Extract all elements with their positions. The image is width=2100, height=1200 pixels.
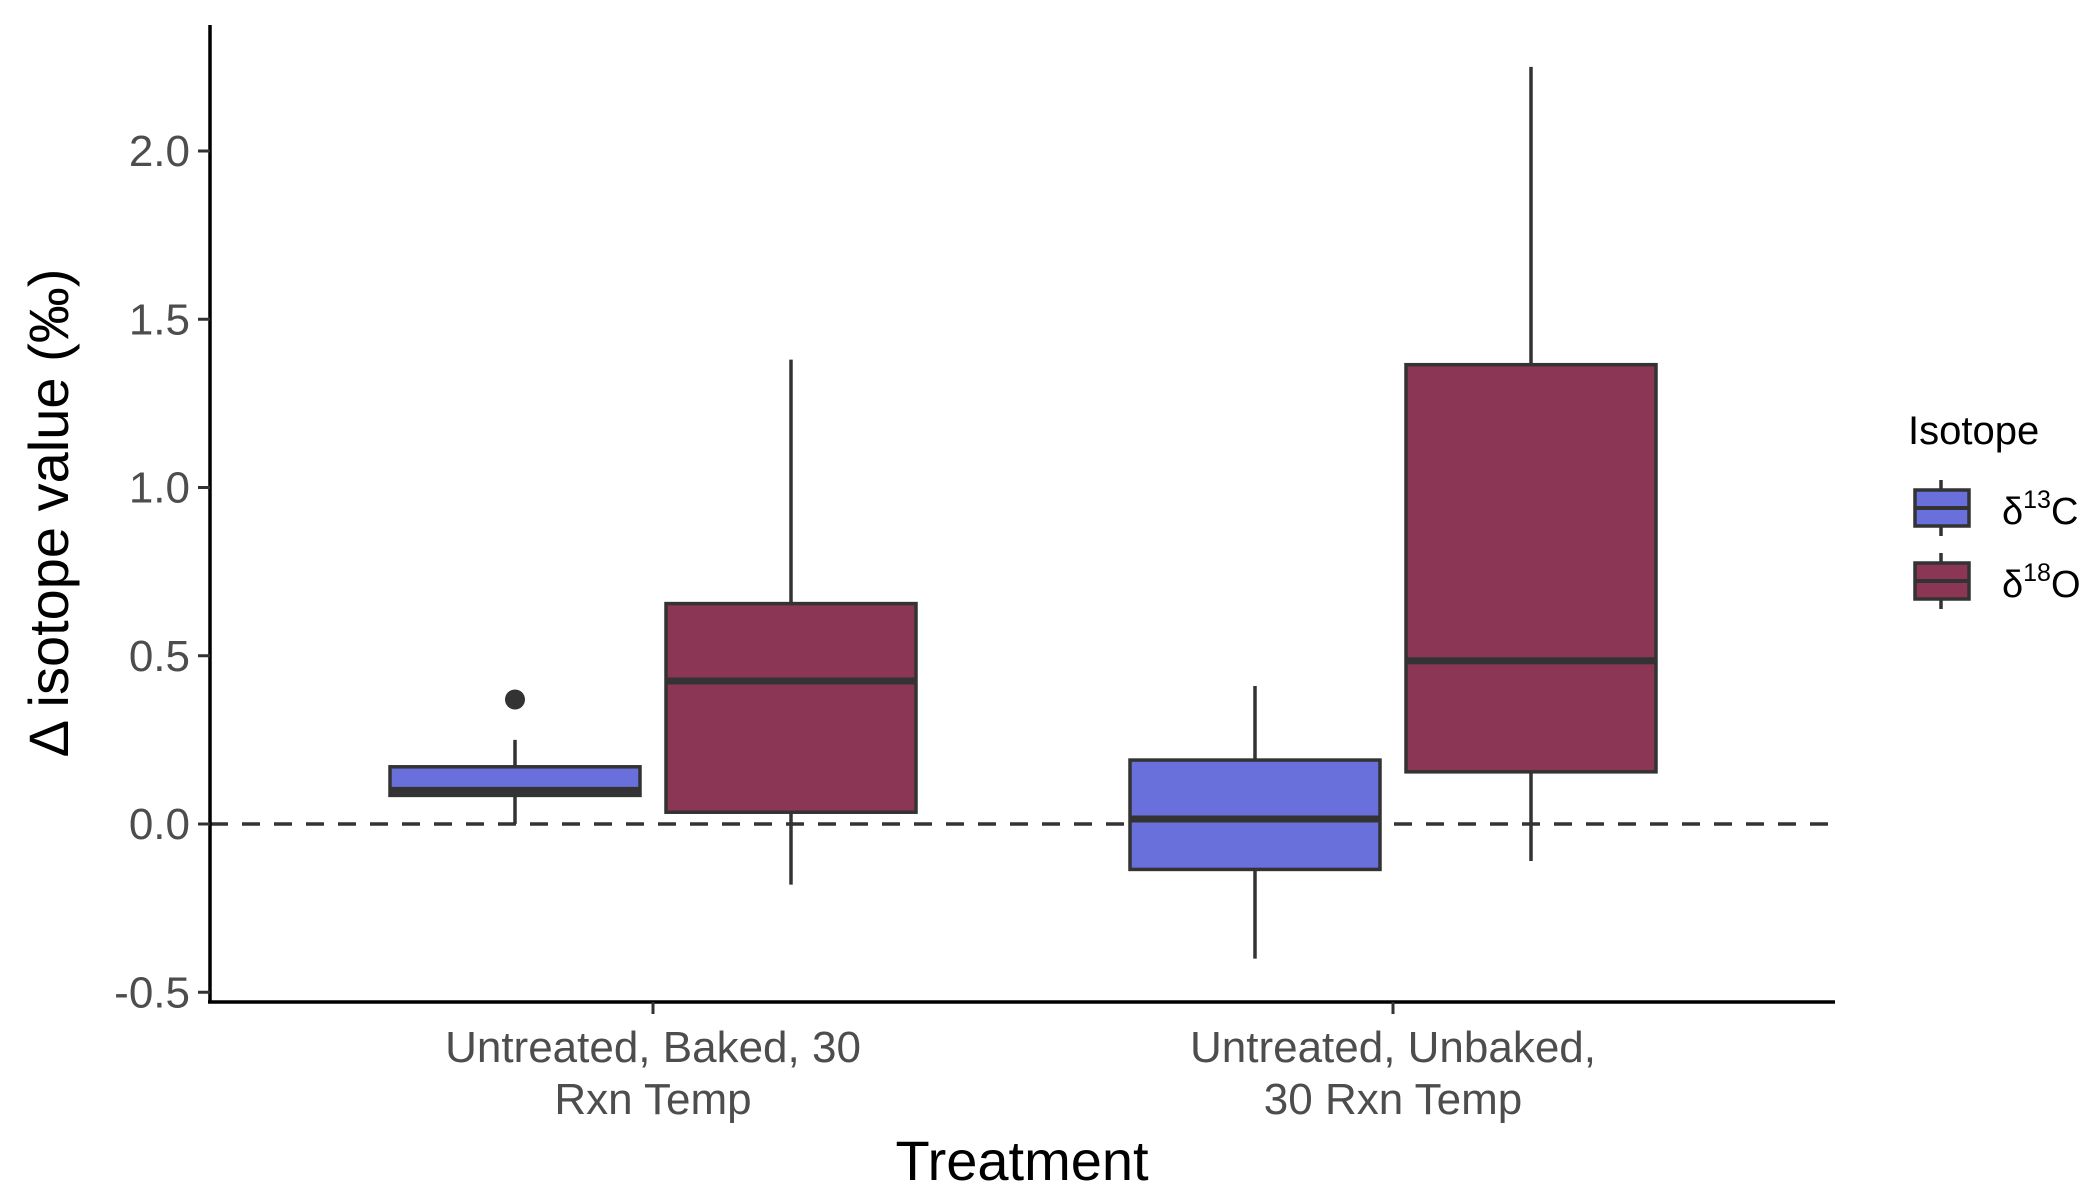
x-tick-label-line: Untreated, Unbaked,	[1190, 1023, 1596, 1072]
legend-label-suffix: O	[2051, 564, 2081, 606]
x-tick-label-line: Rxn Temp	[554, 1075, 751, 1124]
outlier-point	[505, 689, 525, 710]
box-iqr	[1128, 758, 1382, 872]
legend-label-base: δ	[2002, 491, 2023, 533]
legend-label-base: δ	[2002, 564, 2023, 606]
legend-entry-1: δ13C	[1913, 480, 2078, 536]
y-tick-label: 1.5	[129, 295, 190, 344]
legend-label: δ13C	[2002, 486, 2078, 533]
x-tick-label: Untreated, Baked, 30 Rxn Temp	[445, 1023, 861, 1124]
x-tick-label-line: 30 Rxn Temp	[1264, 1075, 1522, 1124]
legend-label-suffix: C	[2051, 491, 2078, 533]
box-iqr	[664, 601, 918, 814]
x-axis-title: Treatment	[895, 1129, 1149, 1192]
legend-label-sup: 13	[2023, 486, 2051, 514]
legend-label: δ18O	[2002, 559, 2081, 606]
y-axis-title: Δ isotope value (‰)	[17, 269, 80, 758]
x-tick-label-line: Untreated, Baked, 30	[445, 1023, 861, 1072]
legend-label-sup: 18	[2023, 559, 2051, 587]
box-iqr	[1404, 362, 1658, 774]
box-d18o-2	[1404, 66, 1658, 862]
y-tick-label: 0.5	[129, 632, 190, 681]
plot-area	[210, 66, 1835, 959]
y-tick-label: 2.0	[129, 127, 190, 176]
box-d13c-2	[1128, 686, 1382, 959]
box-d13c-1	[388, 689, 642, 824]
legend-title: Isotope	[1908, 409, 2039, 453]
axes: -0.5 0.0 0.5 1.0 1.5 2.0 Untreated, Baked, 30 R…	[17, 25, 1835, 1192]
y-tick-label: 1.0	[129, 464, 190, 513]
y-tick-label: -0.5	[114, 968, 190, 1017]
x-tick-label: Untreated, Unbaked, 30 Rxn Temp	[1190, 1023, 1596, 1124]
box-d18o-1	[664, 359, 918, 885]
legend-entry-2: δ18O	[1913, 553, 2081, 609]
y-tick-label: 0.0	[129, 800, 190, 849]
